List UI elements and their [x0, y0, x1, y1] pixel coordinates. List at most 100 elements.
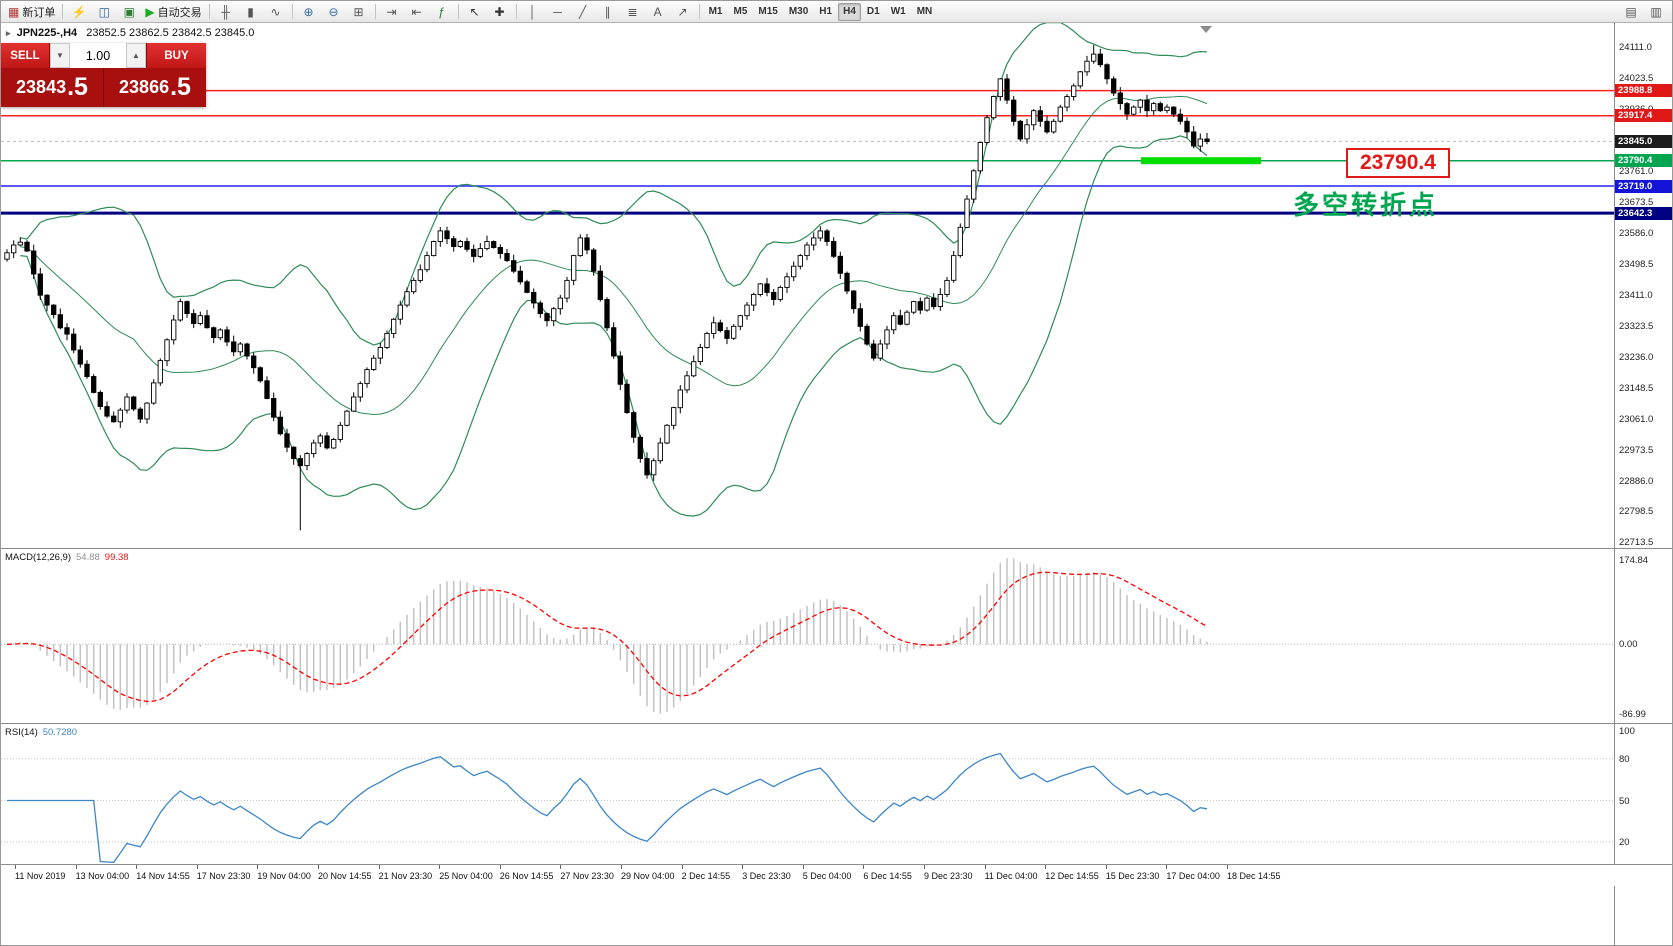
- chart-list-icon[interactable]: ▥: [1644, 2, 1668, 22]
- volume-input[interactable]: 1.00: [70, 43, 126, 68]
- indicators-icon[interactable]: ƒ: [430, 2, 454, 22]
- candle-body: [324, 435, 330, 449]
- candle-body: [291, 446, 297, 459]
- volume-down-button[interactable]: ▼: [50, 43, 70, 68]
- autotrade-button-label: 自动交易: [157, 6, 202, 19]
- window-layout-icon: ▤: [1625, 4, 1637, 19]
- timeframe-H4[interactable]: H4: [838, 2, 861, 21]
- candle-body: [971, 170, 977, 200]
- buy-price-main: 23866: [119, 77, 170, 97]
- candle-body: [677, 389, 683, 409]
- fibonacci-icon: ≣: [627, 4, 638, 19]
- candle-body: [84, 363, 90, 378]
- time-tick: [1227, 865, 1228, 869]
- new-order-button[interactable]: ▦ 新订单: [5, 2, 58, 22]
- chart-shift-marker[interactable]: [1200, 26, 1212, 33]
- candle-body: [24, 241, 30, 252]
- autotrade-button[interactable]: ▶ 自动交易: [142, 2, 204, 22]
- timeframe-M5[interactable]: M5: [733, 6, 748, 17]
- main-chart-canvas[interactable]: [1, 23, 1614, 548]
- candle-body: [571, 255, 577, 281]
- price-tick: 23148.5: [1619, 382, 1654, 394]
- equidistant-channel-icon[interactable]: ∥: [596, 2, 620, 22]
- text-icon[interactable]: A: [646, 2, 670, 22]
- candle-body: [1024, 124, 1030, 140]
- navigator-icon[interactable]: ▣: [117, 2, 141, 22]
- candle-body: [1164, 106, 1170, 112]
- buy-price[interactable]: 23866.5: [104, 68, 206, 107]
- one-click-toggle-icon[interactable]: ▸: [6, 28, 11, 38]
- candle-chart-icon[interactable]: ▮: [239, 2, 263, 22]
- timeframe-W1[interactable]: W1: [890, 6, 906, 17]
- bar-chart-icon: ╫: [221, 4, 230, 19]
- candle-body: [1011, 99, 1017, 122]
- horizontal-line-icon[interactable]: ─: [546, 2, 570, 22]
- symbol-info: ▸ JPN225-,H4 23852.5 23862.5 23842.5 238…: [6, 27, 254, 39]
- volume-up-button[interactable]: ▲: [126, 43, 146, 68]
- sell-price[interactable]: 23843.5: [1, 68, 104, 107]
- time-tick: [681, 865, 683, 869]
- bar-chart-icon[interactable]: ╫: [214, 2, 238, 22]
- candle-body: [1104, 64, 1110, 80]
- candle-body: [157, 360, 163, 384]
- cursor-icon[interactable]: ↖: [463, 2, 487, 22]
- candle-body: [51, 304, 57, 316]
- new-order-button-label: 新订单: [22, 6, 56, 19]
- candle-body: [764, 283, 770, 293]
- time-axis[interactable]: 11 Nov 2019 13 Nov 04:00 14 Nov 14:55 17 No…: [1, 864, 1672, 886]
- price-tick: 23586.0: [1619, 228, 1654, 239]
- line-chart-icon[interactable]: ∿: [264, 2, 288, 22]
- window-layout-icon[interactable]: ▤: [1619, 2, 1643, 22]
- text-icon: A: [653, 4, 662, 19]
- arrow-tools-icon[interactable]: ↗: [671, 2, 695, 22]
- candle-body: [1191, 131, 1197, 147]
- candle-body: [317, 435, 323, 444]
- timeframe-M30[interactable]: M30: [788, 6, 809, 17]
- price-callout-label[interactable]: 23790.4: [1346, 148, 1450, 178]
- tile-windows-icon[interactable]: ⊞: [347, 2, 371, 22]
- candle-body: [197, 315, 203, 324]
- macd-panel-canvas[interactable]: [1, 549, 1614, 723]
- crosshair-icon[interactable]: ✚: [488, 2, 512, 22]
- auto-scroll-icon[interactable]: ⇥: [380, 2, 404, 22]
- candle-body: [724, 330, 730, 339]
- timeframe-M15[interactable]: M15: [758, 6, 778, 17]
- candle-body: [411, 279, 417, 293]
- vertical-line-icon[interactable]: │: [521, 2, 545, 22]
- time-label: 6 Dec 14:55: [863, 871, 912, 881]
- timeframe-D1[interactable]: D1: [866, 6, 880, 17]
- turning-point-annotation[interactable]: 多空转折点: [1293, 190, 1439, 220]
- line-chart-icon: ∿: [270, 4, 281, 19]
- zoom-out-icon[interactable]: ⊖: [322, 2, 346, 22]
- rsi-line: [7, 752, 1208, 863]
- buy-button[interactable]: BUY: [146, 43, 206, 68]
- market-watch-icon[interactable]: ⚡: [67, 2, 91, 22]
- data-window-icon[interactable]: ◫: [92, 2, 116, 22]
- sell-button[interactable]: SELL: [1, 43, 50, 68]
- chart-shift-icon[interactable]: ⇤: [405, 2, 429, 22]
- candle-body: [577, 237, 583, 257]
- candle-body: [371, 357, 377, 370]
- vertical-line-icon: │: [528, 4, 537, 19]
- candle-body: [631, 412, 637, 438]
- zoom-in-icon[interactable]: ⊕: [297, 2, 321, 22]
- rsi-panel-divider[interactable]: [1, 723, 1672, 724]
- macd-panel-divider[interactable]: [1, 548, 1672, 549]
- timeframe-H1[interactable]: H1: [819, 6, 833, 17]
- fibonacci-icon[interactable]: ≣: [621, 2, 645, 22]
- timeframe-M1[interactable]: M1: [708, 6, 723, 17]
- navigator-icon: ▣: [123, 4, 136, 19]
- candle-body: [104, 406, 110, 417]
- candle-body: [124, 396, 130, 411]
- price-axis[interactable]: 24111.024023.523936.023848.523761.023673…: [1614, 23, 1672, 945]
- time-label: 9 Dec 23:30: [924, 871, 973, 881]
- timeframe-MN[interactable]: MN: [916, 6, 933, 17]
- chart-window[interactable]: 24111.024023.523936.023848.523761.023673…: [1, 23, 1672, 945]
- rsi-panel-canvas[interactable]: [1, 724, 1614, 863]
- trendline-icon: ╱: [578, 4, 587, 19]
- candle-body: [1071, 85, 1077, 97]
- candle-body: [617, 355, 623, 385]
- trendline-icon[interactable]: ╱: [571, 2, 595, 22]
- support-highlight-segment[interactable]: [1141, 157, 1261, 165]
- candle-body: [504, 253, 510, 262]
